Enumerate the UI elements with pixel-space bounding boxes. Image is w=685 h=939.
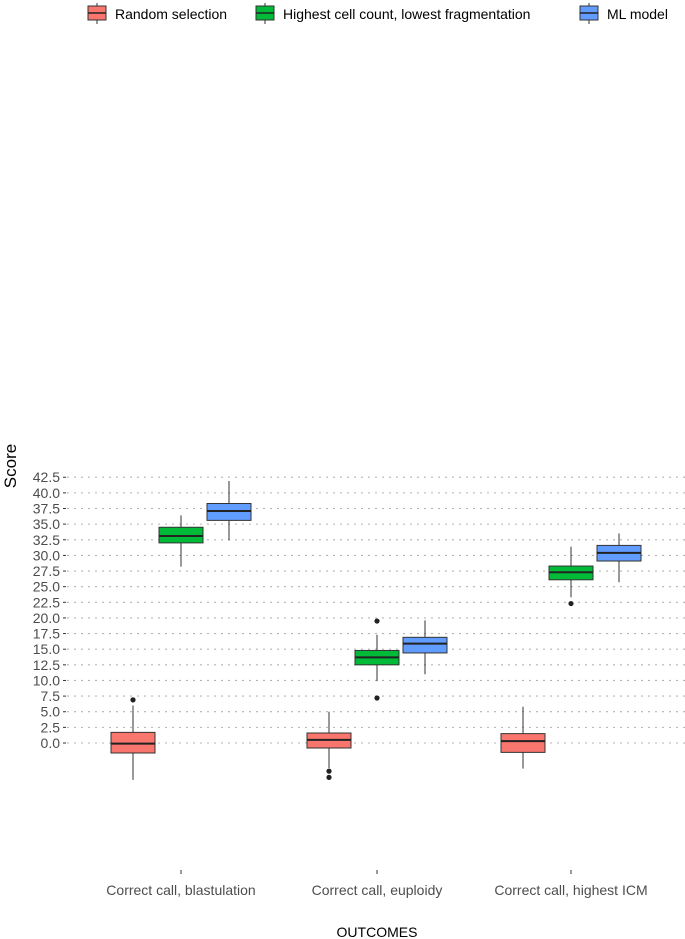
x-axis-title: OUTCOMES [337, 924, 418, 939]
x-category-label: Correct call, highest ICM [494, 882, 647, 898]
box-0-2 [500, 706, 546, 769]
box-2-1 [402, 620, 448, 675]
y-tick-label: 7.5 [41, 688, 61, 704]
y-tick-label: 10.0 [33, 672, 60, 688]
box-iqr [402, 636, 448, 654]
y-tick-label: 20.0 [33, 610, 60, 626]
y-tick-label: 0.0 [41, 735, 61, 751]
legend: Random selection Highest cell count, lowe… [87, 3, 668, 24]
outlier-point [326, 768, 332, 774]
x-category-label: Correct call, blastulation [106, 882, 255, 898]
y-tick-label: 35.0 [33, 516, 60, 532]
grid-lines [67, 476, 685, 744]
y-tick-label: 32.5 [33, 532, 60, 548]
legend-label: Highest cell count, lowest fragmentation [283, 6, 530, 22]
outlier-point [374, 695, 380, 701]
outlier-point [326, 774, 332, 780]
legend-label: ML model [607, 6, 668, 22]
y-tick-label: 17.5 [33, 626, 60, 642]
box-0-0 [110, 697, 156, 780]
legend-item: Highest cell count, lowest fragmentation [255, 3, 530, 24]
outlier-point [130, 697, 136, 703]
y-tick-label: 27.5 [33, 563, 60, 579]
y-tick-label: 25.0 [33, 579, 60, 595]
y-tick-label: 22.5 [33, 594, 60, 610]
y-tick-label: 42.5 [33, 469, 60, 485]
y-tick-label: 15.0 [33, 641, 60, 657]
box-iqr [500, 733, 546, 753]
box-1-2 [548, 546, 594, 607]
box-2-0 [206, 480, 252, 541]
box-1-0 [158, 515, 204, 567]
box-1-1 [354, 618, 400, 701]
y-tick-label: 40.0 [33, 485, 60, 501]
legend-item: ML model [579, 3, 668, 24]
legend-item: Random selection [87, 3, 227, 24]
y-axis-title: Score [1, 444, 20, 488]
y-tick-label: 5.0 [41, 704, 61, 720]
box-2-2 [596, 533, 642, 583]
box-groups [110, 480, 642, 780]
y-tick-label: 37.5 [33, 501, 60, 517]
y-tick-label: 12.5 [33, 657, 60, 673]
box-0-1 [306, 711, 352, 780]
x-category-label: Correct call, euploidy [312, 882, 443, 898]
y-tick-label: 30.0 [33, 547, 60, 563]
legend-label: Random selection [115, 6, 227, 22]
outlier-point [568, 600, 574, 607]
y-axis: 0.02.55.07.510.012.515.017.520.022.525.0… [33, 469, 66, 751]
x-axis: Correct call, blastulation Correct call, … [106, 870, 648, 898]
y-tick-label: 2.5 [41, 719, 61, 735]
outlier-point [374, 618, 380, 624]
